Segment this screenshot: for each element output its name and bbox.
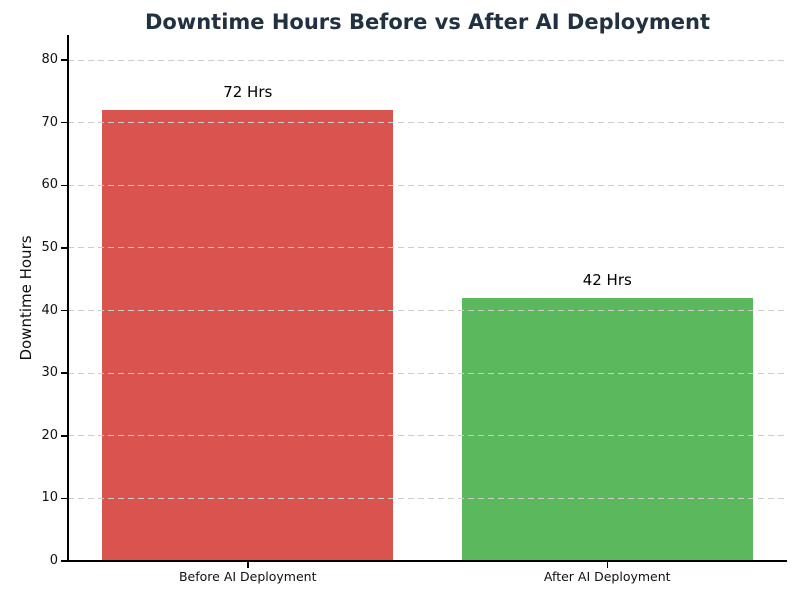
gridline bbox=[68, 59, 787, 61]
gridline bbox=[68, 497, 787, 499]
x-tick-mark bbox=[247, 561, 249, 568]
y-tick-mark bbox=[61, 309, 68, 312]
y-tick-label: 10 bbox=[41, 490, 58, 506]
y-tick-mark bbox=[61, 59, 68, 61]
y-tick-label: 40 bbox=[41, 302, 58, 318]
y-tick-label: 20 bbox=[41, 427, 58, 443]
gridline bbox=[68, 435, 787, 437]
y-tick-label: 80 bbox=[41, 52, 58, 68]
bar bbox=[102, 110, 394, 561]
gridline bbox=[68, 247, 787, 249]
y-tick-mark bbox=[61, 497, 68, 500]
gridline bbox=[68, 310, 787, 312]
y-tick-mark bbox=[61, 560, 68, 562]
y-tick-mark bbox=[61, 435, 68, 437]
plot-area: 0 10 20 30 40 50 60 70 80 72 Hrs Before AI Deploym… bbox=[41, 35, 787, 584]
y-tick-mark bbox=[61, 372, 68, 374]
y-tick-label: 30 bbox=[41, 365, 58, 381]
y-tick-mark bbox=[61, 121, 68, 124]
chart-title: Downtime Hours Before vs After AI Deploy… bbox=[144, 10, 711, 34]
gridline bbox=[68, 184, 787, 186]
y-axis-spine bbox=[67, 35, 69, 562]
x-tick-label: Before AI Deployment bbox=[178, 569, 317, 584]
y-tick-mark bbox=[61, 247, 68, 249]
bar-value-label: 42 Hrs bbox=[582, 271, 632, 289]
x-tick-label: After AI Deployment bbox=[543, 569, 671, 584]
y-tick-label: 0 bbox=[49, 553, 58, 568]
bar-value-label: 72 Hrs bbox=[223, 83, 273, 102]
y-tick-label: 50 bbox=[41, 239, 58, 255]
gridline bbox=[68, 122, 787, 124]
x-axis-spine bbox=[67, 560, 787, 562]
x-tick-mark bbox=[606, 561, 608, 568]
gridline bbox=[68, 372, 787, 374]
bar bbox=[461, 298, 753, 561]
y-tick-label: 60 bbox=[41, 177, 58, 193]
y-tick-label: 70 bbox=[41, 114, 58, 130]
y-tick-mark bbox=[61, 184, 68, 187]
